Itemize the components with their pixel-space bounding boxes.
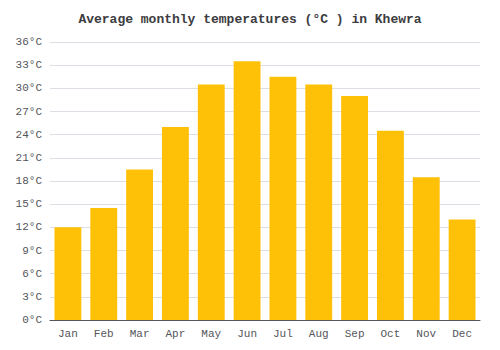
svg-text:30°C: 30°C: [16, 82, 43, 94]
svg-text:Jun: Jun: [237, 328, 257, 340]
svg-text:Aug: Aug: [309, 328, 329, 340]
svg-text:May: May: [201, 328, 221, 340]
svg-text:Jan: Jan: [58, 328, 78, 340]
svg-text:24°C: 24°C: [16, 129, 43, 141]
svg-text:6°C: 6°C: [22, 268, 42, 280]
svg-text:27°C: 27°C: [16, 106, 43, 118]
svg-text:36°C: 36°C: [16, 36, 43, 48]
svg-text:Dec: Dec: [452, 328, 472, 340]
svg-text:Nov: Nov: [416, 328, 436, 340]
svg-text:3°C: 3°C: [22, 291, 42, 303]
svg-text:Sep: Sep: [345, 328, 365, 340]
svg-text:Jul: Jul: [273, 328, 293, 340]
svg-text:12°C: 12°C: [16, 221, 43, 233]
svg-text:Average monthly temperatures (: Average monthly temperatures (°C ) in Kh…: [78, 12, 421, 27]
svg-text:18°C: 18°C: [16, 175, 43, 187]
svg-text:33°C: 33°C: [16, 59, 43, 71]
svg-text:15°C: 15°C: [16, 198, 43, 210]
svg-text:Feb: Feb: [94, 328, 114, 340]
svg-text:Mar: Mar: [130, 328, 150, 340]
svg-text:Oct: Oct: [381, 328, 401, 340]
svg-text:0°C: 0°C: [22, 314, 42, 326]
svg-text:21°C: 21°C: [16, 152, 43, 164]
svg-text:9°C: 9°C: [22, 245, 42, 257]
svg-text:Apr: Apr: [166, 328, 186, 340]
